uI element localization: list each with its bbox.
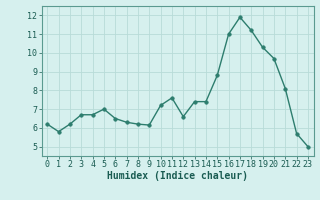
X-axis label: Humidex (Indice chaleur): Humidex (Indice chaleur) [107, 171, 248, 181]
